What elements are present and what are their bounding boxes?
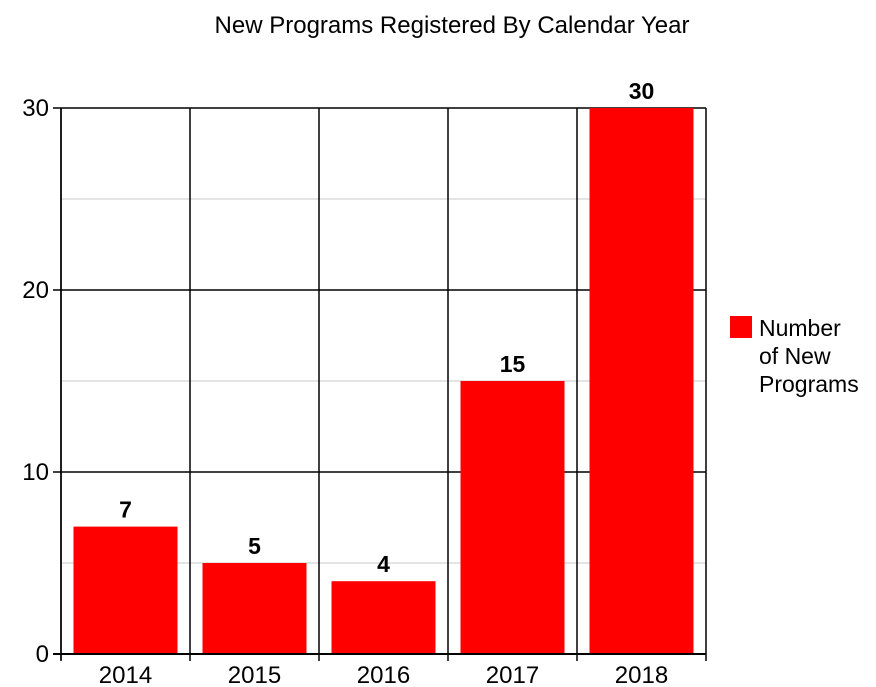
data-label-2016: 4: [377, 551, 390, 577]
legend-swatch: [730, 316, 752, 338]
bar-2018: [589, 108, 694, 654]
x-tick-label-2017: 2017: [486, 662, 539, 687]
legend-label-line-1: Number: [759, 315, 841, 341]
bar-2015: [202, 563, 307, 654]
bar-2017: [460, 381, 565, 654]
y-tick-label: 0: [36, 641, 49, 668]
data-label-2014: 7: [119, 497, 132, 523]
data-label-2015: 5: [248, 533, 261, 559]
x-tick-label-2015: 2015: [228, 662, 281, 687]
legend-label-line-2: of New: [759, 343, 831, 369]
legend-label-line-3: Programs: [759, 371, 859, 397]
chart-title: New Programs Registered By Calendar Year: [215, 12, 690, 39]
x-tick-label-2014: 2014: [99, 662, 152, 687]
axes-layer: [53, 107, 707, 661]
y-tick-label: 10: [22, 459, 49, 486]
grid-layer: [60, 107, 707, 655]
legend: Number of New Programs: [730, 315, 859, 397]
labels-layer: 7 5 4 15 30 0 10 20 30 2014 2015 2016 2017 2018: [22, 78, 668, 687]
y-tick-label: 30: [22, 95, 49, 122]
y-tick-label: 20: [22, 277, 49, 304]
x-tick-label-2018: 2018: [615, 662, 668, 687]
data-label-2018: 30: [629, 78, 655, 104]
bar-2016: [331, 581, 436, 654]
bars-layer: [73, 108, 694, 654]
x-tick-label-2016: 2016: [357, 662, 410, 687]
data-label-2017: 15: [500, 351, 526, 377]
bar-2014: [73, 526, 178, 654]
